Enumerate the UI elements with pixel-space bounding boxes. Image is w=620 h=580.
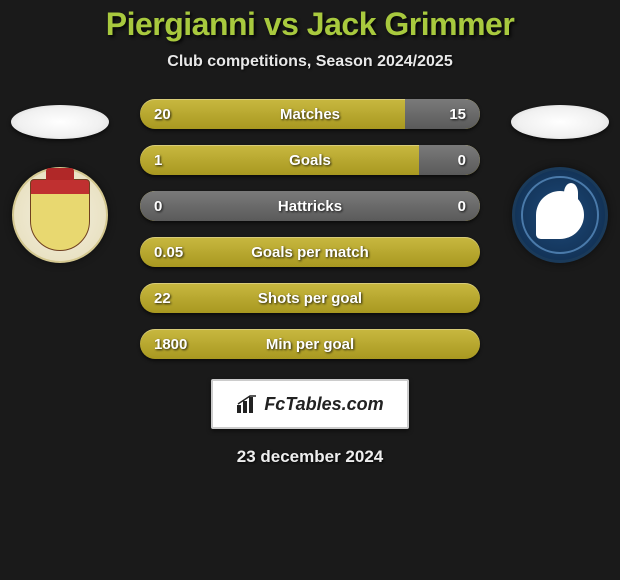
- player-photo-placeholder-left: [11, 105, 109, 139]
- stat-row: 20Matches15: [140, 99, 480, 129]
- subtitle: Club competitions, Season 2024/2025: [0, 53, 620, 71]
- player-left: [10, 105, 110, 263]
- stat-row: 22Shots per goal: [140, 283, 480, 313]
- stat-label: Matches: [140, 99, 480, 129]
- date-text: 23 december 2024: [0, 447, 620, 467]
- stat-label: Hattricks: [140, 191, 480, 221]
- stat-label: Shots per goal: [140, 283, 480, 313]
- swan-icon: [536, 191, 584, 239]
- stat-label: Goals: [140, 145, 480, 175]
- player-photo-placeholder-right: [511, 105, 609, 139]
- club-crest-left: [12, 167, 108, 263]
- bar-chart-icon: [236, 395, 258, 413]
- stat-row: 1800Min per goal: [140, 329, 480, 359]
- stat-row: 0.05Goals per match: [140, 237, 480, 267]
- stat-label: Goals per match: [140, 237, 480, 267]
- stat-bars: 20Matches151Goals00Hattricks00.05Goals p…: [140, 99, 480, 359]
- page-title: Piergianni vs Jack Grimmer: [0, 6, 620, 43]
- stats-card: Piergianni vs Jack Grimmer Club competit…: [0, 0, 620, 467]
- brand-text: FcTables.com: [264, 394, 383, 415]
- main-area: 20Matches151Goals00Hattricks00.05Goals p…: [0, 99, 620, 467]
- stat-row: 0Hattricks0: [140, 191, 480, 221]
- shield-icon: [30, 179, 90, 251]
- stat-row: 1Goals0: [140, 145, 480, 175]
- stat-value-right: 15: [449, 99, 466, 129]
- club-crest-right: [512, 167, 608, 263]
- stat-value-right: 0: [458, 145, 466, 175]
- brand-badge[interactable]: FcTables.com: [211, 379, 409, 429]
- stat-value-right: 0: [458, 191, 466, 221]
- stat-label: Min per goal: [140, 329, 480, 359]
- player-right: [510, 105, 610, 263]
